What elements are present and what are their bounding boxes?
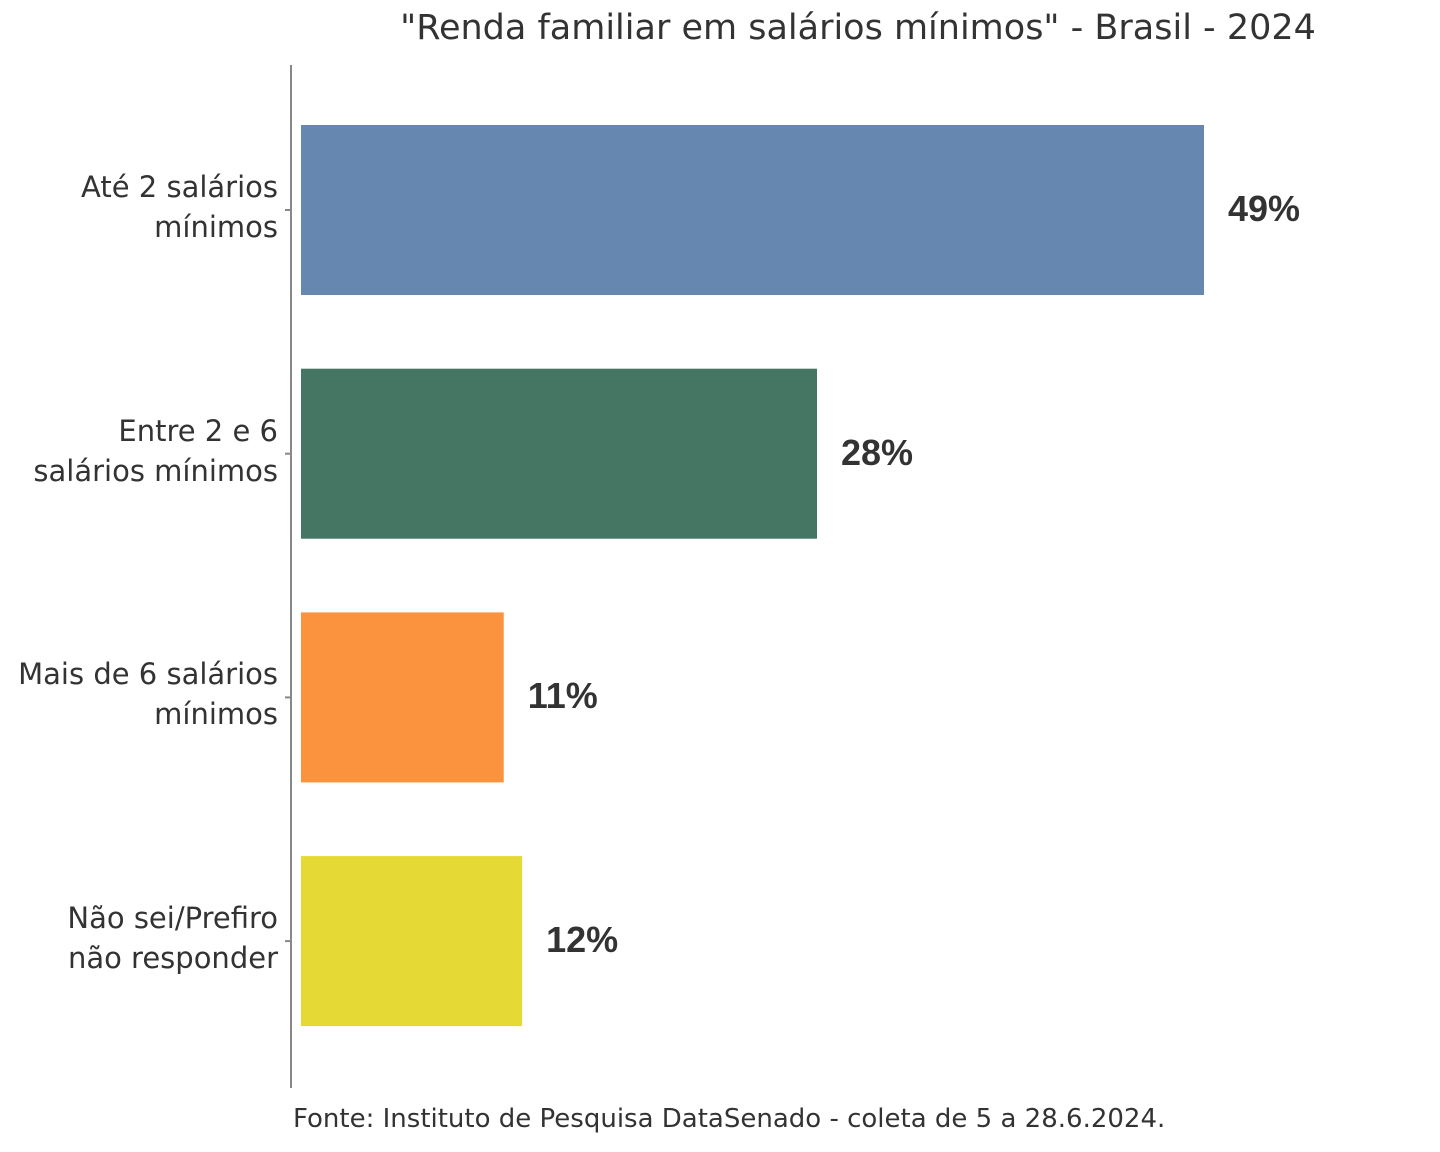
bar-3 [301, 612, 504, 783]
bar-2 [301, 368, 817, 539]
category-label-line: mínimos [154, 697, 278, 732]
category-label-line: Entre 2 e 6 [118, 413, 278, 448]
category-label-line: salários mínimos [33, 453, 278, 488]
category-label: Não sei/Prefiro não responder [0, 898, 278, 978]
category-label: Entre 2 e 6 salários mínimos [0, 411, 278, 491]
category-label-line: Não sei/Prefiro [67, 901, 278, 936]
source-note: Fonte: Instituto de Pesquisa DataSenado … [293, 1104, 1166, 1134]
category-label-line: Até 2 salários [81, 170, 278, 204]
data-label: 49% [1228, 188, 1301, 229]
bar-1 [301, 125, 1204, 295]
data-label: 11% [527, 675, 598, 717]
category-label-line: não responder [67, 941, 278, 976]
category-label: Até 2 salários mínimos [0, 167, 278, 247]
chart-title: "Renda familiar em salários mínimos" - B… [400, 8, 1316, 48]
bar-4 [301, 856, 523, 1027]
data-label: 12% [546, 919, 619, 961]
category-label-line: mínimos [154, 210, 278, 244]
data-label: 28% [841, 431, 914, 473]
category-label-line: Mais de 6 salários [18, 657, 278, 692]
category-label: Mais de 6 salários mínimos [0, 654, 278, 734]
